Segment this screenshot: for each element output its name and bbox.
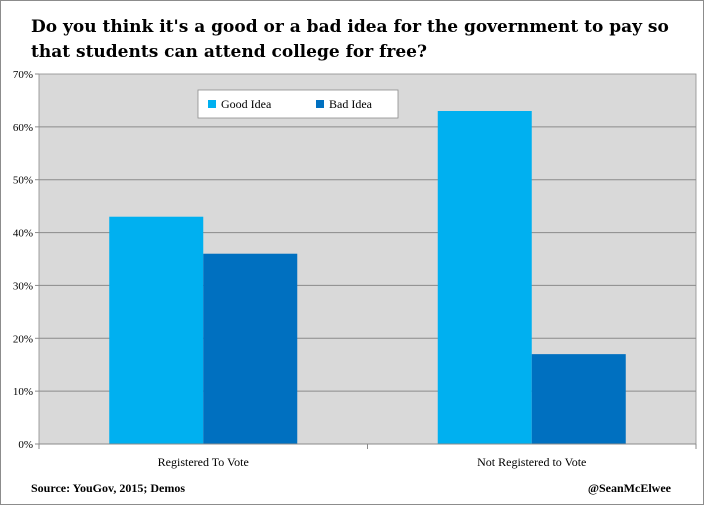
legend-swatch [208,100,216,108]
chart-title: Do you think it's a good or a bad idea f… [31,17,669,62]
author-credit: @SeanMcElwee [587,481,671,495]
y-tick-label: 30% [13,280,33,292]
y-tick-label: 50% [13,175,33,187]
bar-bad-idea [203,253,298,444]
y-axis-ticks: 0% 10% 20% 30% 40% 50% 60% 70% [13,69,39,451]
bar-bad-idea [531,354,626,444]
x-tick-label: Not Registered to Vote [477,455,586,469]
y-tick-label: 60% [13,122,33,134]
x-axis-ticks: Registered To Vote Not Registered to Vote [38,444,697,469]
y-tick-label: 0% [18,439,33,451]
x-tick-label: Registered To Vote [158,455,249,469]
y-tick-label: 70% [13,69,33,81]
y-tick-label: 40% [13,228,33,240]
bars [109,111,626,444]
legend-label: Bad Idea [329,97,373,111]
bar-good-idea [109,216,204,444]
bar-good-idea [437,111,532,444]
y-tick-label: 10% [13,386,33,398]
source-note: Source: YouGov, 2015; Demos [31,481,185,495]
legend-label: Good Idea [221,97,272,111]
legend-swatch [316,100,324,108]
legend-box [197,89,399,119]
y-tick-label: 20% [13,333,33,345]
legend: Good Idea Bad Idea [197,89,399,119]
